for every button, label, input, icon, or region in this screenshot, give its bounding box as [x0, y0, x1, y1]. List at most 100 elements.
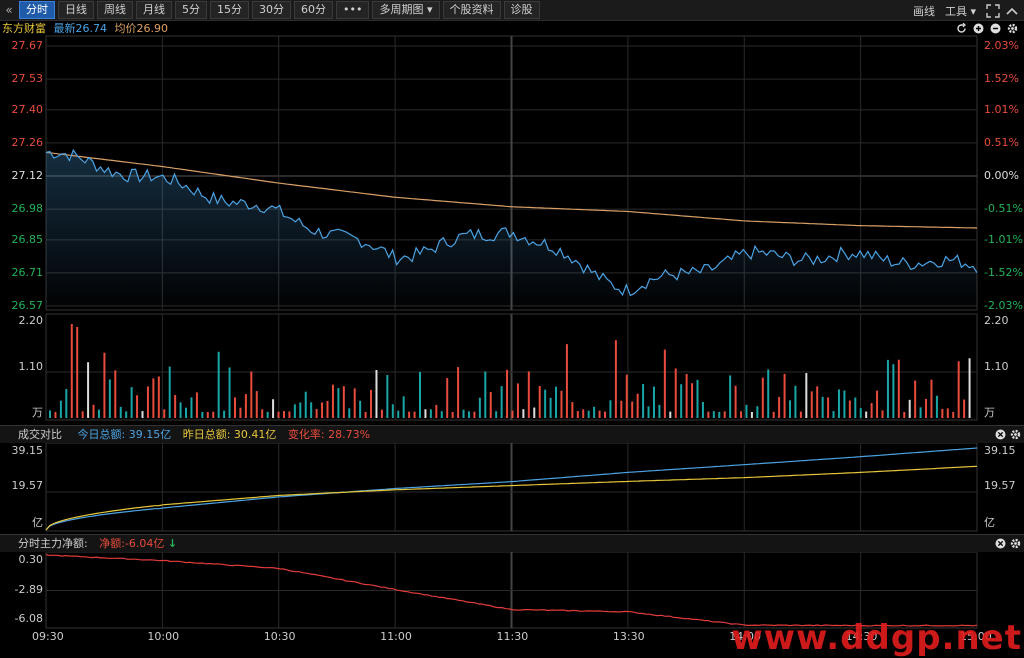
volume-bar: [729, 375, 732, 418]
settings-icon[interactable]: [1007, 23, 1018, 34]
tab-10[interactable]: 个股资料: [442, 1, 501, 19]
series-net-flow: [45, 554, 978, 627]
volume-bar: [299, 402, 302, 418]
volume-bar: [228, 367, 231, 418]
pct-tick-label: 1.52%: [984, 72, 1019, 86]
volume-bar: [304, 391, 307, 418]
price-tick-label: 26.85: [11, 232, 44, 246]
volume-bar: [440, 411, 443, 418]
zoom-out-icon[interactable]: [990, 23, 1001, 34]
time-tick-label: 11:00: [380, 630, 412, 643]
volume-bar: [76, 326, 79, 418]
volume-bar: [103, 352, 106, 418]
price-tick-label: 26.71: [11, 265, 44, 279]
volume-bar: [348, 408, 351, 418]
volume-bar: [435, 404, 438, 418]
volume-bar: [125, 411, 128, 418]
volume-tick-label: 万: [32, 406, 43, 419]
volume-bar: [778, 396, 781, 418]
pct-tick-label: 0.51%: [984, 135, 1019, 149]
tab-5[interactable]: 15分: [210, 1, 249, 19]
settings-icon[interactable]: [1010, 429, 1021, 440]
volume-bar: [593, 406, 596, 418]
tab-4[interactable]: 5分: [175, 1, 207, 19]
volume-bar: [805, 373, 808, 418]
volume-bar: [506, 369, 509, 418]
change-rate: 变化率: 28.73%: [287, 428, 371, 441]
tab-8[interactable]: •••: [336, 1, 370, 19]
volume-bar: [70, 324, 73, 418]
volume-bar: [827, 397, 830, 418]
volume-bar: [65, 388, 68, 418]
volume-bar: [217, 351, 220, 418]
price-area: [46, 150, 977, 306]
period-tabs: 分时 日线 周线 月线 5分 15分 30分 60分 ••• 多周期图 ▾ 个股资料 诊股: [16, 1, 540, 19]
expand-icon[interactable]: [986, 3, 1000, 18]
volume-bar: [576, 411, 579, 418]
volume-bar: [419, 371, 421, 418]
volume-bar: [478, 397, 481, 418]
price-tick-label: 27.12: [11, 169, 44, 182]
volume-bar: [500, 386, 503, 418]
volume-bar: [359, 400, 362, 418]
quote-info: 东方财富 最新26.74 均价26.90: [0, 22, 168, 36]
volume-bar: [261, 409, 264, 418]
tab-7[interactable]: 60分: [294, 1, 333, 19]
volume-bar: [451, 411, 454, 418]
volume-bar: [272, 399, 275, 418]
volume-bar: [457, 367, 460, 418]
close-icon[interactable]: [995, 429, 1006, 440]
tab-0[interactable]: 分时: [19, 1, 55, 19]
volume-bar: [794, 385, 797, 418]
chevron-left-icon[interactable]: «: [5, 3, 13, 17]
collapse-icon[interactable]: [1006, 5, 1018, 17]
time-tick-label: 14:00: [729, 630, 761, 643]
tab-11[interactable]: 诊股: [503, 1, 540, 19]
tab-3[interactable]: 月线: [136, 1, 172, 19]
volume-bar: [250, 371, 253, 418]
turnover-tick-label: 亿: [32, 516, 43, 529]
zoom-in-icon[interactable]: [973, 23, 984, 34]
volume-bar: [533, 407, 536, 418]
yesterday-total: 昨日总额: 30.41亿: [182, 428, 277, 441]
volume-bar: [244, 394, 247, 418]
volume-bar: [152, 378, 155, 418]
volume-bar: [620, 400, 623, 418]
volume-bar: [865, 411, 868, 418]
volume-bar: [234, 397, 236, 418]
settings-icon[interactable]: [1010, 538, 1021, 549]
tools-menu-button[interactable]: 工具 ▾: [944, 4, 976, 18]
volume-bar: [49, 410, 51, 418]
volume-bar: [810, 391, 813, 418]
tab-6[interactable]: 30分: [252, 1, 291, 19]
volume-bar: [712, 411, 715, 418]
volume-bar: [832, 411, 835, 418]
volume-bar: [467, 411, 470, 418]
volume-bar: [413, 411, 416, 418]
volume-bar: [816, 386, 819, 418]
volume-bar: [87, 362, 90, 418]
pct-tick-label: 0.00%: [984, 169, 1019, 182]
tab-1[interactable]: 日线: [58, 1, 94, 19]
volume-bar: [761, 377, 764, 418]
tab-9[interactable]: 多周期图 ▾: [372, 1, 440, 19]
turnover-tick-label: 39.15: [984, 444, 1016, 457]
volume-bar: [386, 375, 389, 418]
tab-2[interactable]: 周线: [97, 1, 133, 19]
close-icon[interactable]: [995, 538, 1006, 549]
refresh-icon[interactable]: [956, 23, 967, 34]
volume-bar: [157, 376, 160, 418]
flow-tick-label: 0.30: [18, 553, 44, 566]
volume-bar: [174, 395, 177, 418]
volume-bar: [462, 409, 465, 418]
volume-bar: [92, 404, 95, 418]
stock-name: 东方财富: [2, 22, 46, 35]
time-tick-label: 13:30: [612, 630, 645, 643]
volume-bar: [772, 411, 775, 418]
draw-line-button[interactable]: 画线: [912, 4, 935, 18]
volume-bar: [701, 402, 704, 418]
pct-tick-label: 1.01%: [984, 102, 1019, 116]
volume-bar: [941, 408, 944, 418]
time-tick-label: 15:00: [960, 630, 992, 643]
